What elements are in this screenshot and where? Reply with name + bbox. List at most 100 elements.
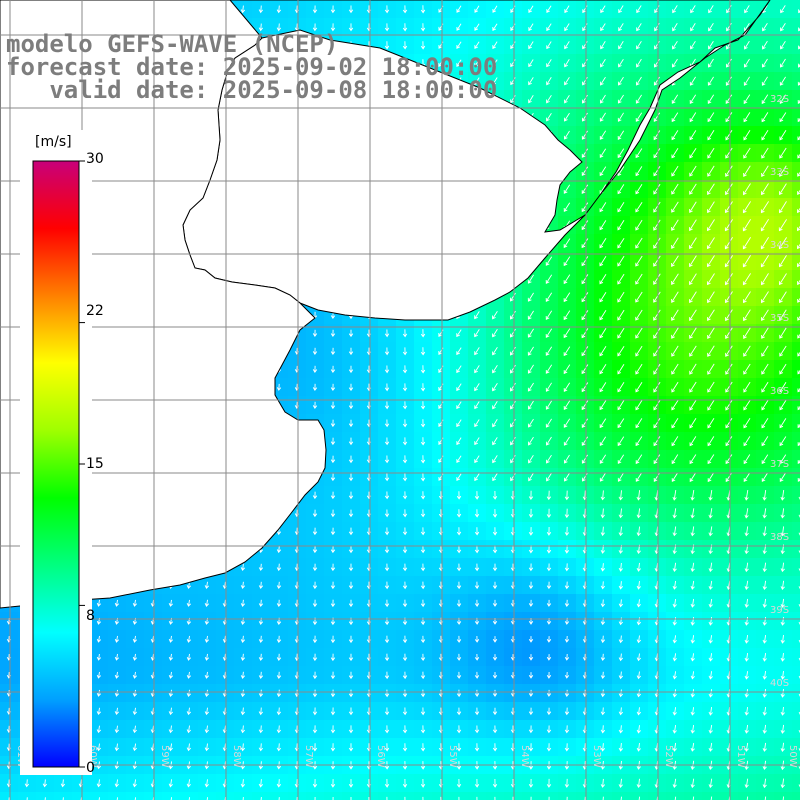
wind-arrow [474,491,480,500]
wind-speed-cell [198,792,217,800]
wind-arrow [690,580,695,590]
wind-arrow [258,779,264,788]
wind-arrow [348,5,354,14]
wind-arrow [224,797,226,800]
wind-arrow [760,219,769,232]
wind-arrow [456,491,462,500]
wind-arrow [780,526,785,537]
wind-arrow [384,419,390,428]
wind-arrow [636,653,642,662]
wind-arrow [402,347,408,356]
wind-arrow [743,165,751,178]
wind-speed-cell [414,792,433,800]
wind-arrow [330,563,336,572]
wind-arrow [492,509,498,518]
wind-arrow [779,309,787,321]
wind-arrow [402,365,408,374]
wind-arrow [581,436,589,446]
wind-arrow [474,509,480,518]
wind-arrow [743,147,751,159]
wind-arrow [384,401,390,410]
wind-arrow [617,327,625,339]
wind-arrow [725,418,733,429]
wind-arrow [744,742,749,752]
wind-arrow [707,436,715,447]
wind-arrow [797,423,800,429]
wind-arrow [635,201,643,213]
wind-arrow [689,130,697,141]
wind-arrow [690,671,695,680]
latitude-label: 36S [770,386,789,397]
wind-arrow [582,76,588,86]
wind-arrow [671,363,679,375]
wind-speed-cell [792,198,800,217]
wind-arrow [778,201,787,214]
wind-arrow [330,779,336,788]
wind-arrow [689,273,697,286]
wind-arrow [384,509,390,518]
wind-arrow [708,689,713,698]
wind-arrow [204,599,210,608]
wind-arrow [599,238,607,249]
wind-arrow [96,707,102,715]
wind-speed-cell [216,792,235,800]
wind-arrow [420,491,426,500]
wind-arrow [725,436,733,447]
wind-arrow [276,563,282,572]
wind-speed-cell [792,18,800,37]
wind-arrow [689,327,697,339]
wind-arrow [743,436,751,447]
wind-arrow [168,779,173,788]
wind-arrow [548,796,550,800]
wind-speed-cell [792,324,800,343]
wind-arrow [474,437,480,446]
wind-arrow [797,63,800,68]
longitude-label: 60W [87,745,98,768]
wind-arrow [276,671,282,679]
wind-arrow [672,580,677,590]
wind-arrow [402,545,408,554]
wind-speed-cell [792,234,800,253]
wind-arrow [168,743,173,752]
wind-speed-cell [792,306,800,325]
wind-arrow [509,346,516,356]
wind-arrow [563,130,570,140]
wind-arrow [635,237,643,249]
wind-arrow [258,707,264,716]
wind-arrow [494,796,496,800]
wind-arrow [672,653,677,662]
wind-arrow [689,112,697,123]
wind-arrow [689,255,697,268]
wind-arrow [276,545,282,554]
wind-arrow [312,491,318,500]
wind-arrow [420,5,426,14]
wind-arrow [636,581,641,590]
wind-arrow [779,472,787,482]
wind-arrow [780,598,785,608]
wind-arrow [708,5,714,14]
wind-arrow [564,743,570,752]
wind-arrow [707,76,714,86]
wind-arrow [636,526,641,537]
wind-arrow [761,363,769,375]
wind-arrow [618,490,623,501]
wind-arrow [240,707,246,716]
wind-arrow [492,59,498,68]
wind-arrow [8,797,10,800]
wind-arrow [692,796,695,800]
wind-arrow [186,599,192,607]
wind-arrow [474,545,480,554]
wind-arrow [689,147,697,159]
wind-arrow [402,329,408,338]
wind-arrow [492,41,498,50]
wind-arrow [780,671,785,680]
wind-arrow [653,201,661,213]
wind-arrow [330,473,336,482]
wind-arrow [132,689,138,697]
wind-arrow [581,220,589,231]
wind-speed-cell [342,792,361,800]
wind-arrow [456,527,462,536]
wind-arrow [348,437,354,446]
wind-arrow [672,562,677,573]
wind-arrow [674,796,677,800]
